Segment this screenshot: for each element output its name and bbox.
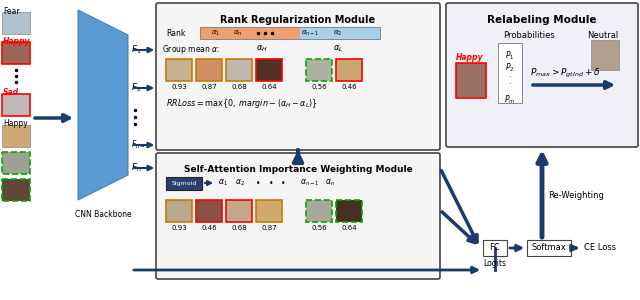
Bar: [256, 200, 282, 222]
Bar: [166, 200, 192, 222]
Text: Re-Weighting: Re-Weighting: [548, 190, 604, 200]
FancyBboxPatch shape: [156, 3, 440, 150]
Text: $\alpha_1$: $\alpha_1$: [218, 178, 228, 188]
Bar: [256, 59, 282, 81]
Bar: [2, 42, 30, 64]
Text: 0.68: 0.68: [231, 225, 247, 231]
Bar: [2, 125, 30, 147]
Bar: [336, 200, 362, 222]
Text: 0.46: 0.46: [341, 84, 357, 90]
Bar: [166, 59, 192, 81]
Bar: [306, 200, 332, 222]
Bar: [2, 12, 30, 34]
Text: CE Loss: CE Loss: [584, 244, 616, 253]
Text: 0.87: 0.87: [261, 225, 277, 231]
Text: $\alpha_L$: $\alpha_L$: [333, 44, 344, 54]
Text: $\alpha_H$: $\alpha_H$: [256, 44, 268, 54]
Text: $F_n$: $F_n$: [131, 162, 142, 174]
Text: $F_2$: $F_2$: [131, 82, 141, 94]
Text: 0.93: 0.93: [171, 84, 187, 90]
Text: Happy: Happy: [3, 37, 31, 46]
Bar: [196, 59, 222, 81]
Text: 0.64: 0.64: [341, 225, 357, 231]
Bar: [196, 200, 222, 222]
Bar: [456, 63, 486, 98]
Bar: [483, 240, 507, 256]
Bar: [306, 59, 332, 81]
Text: Happy: Happy: [3, 119, 28, 128]
Text: FC: FC: [490, 244, 500, 253]
FancyBboxPatch shape: [446, 3, 638, 147]
Bar: [2, 94, 30, 116]
Text: •: •: [269, 178, 273, 188]
Text: Probabilities: Probabilities: [503, 31, 555, 40]
Text: $.$: $.$: [508, 70, 512, 79]
Text: $\alpha_{n-1}$: $\alpha_{n-1}$: [301, 28, 319, 38]
Text: $\alpha_{n-1}$: $\alpha_{n-1}$: [300, 178, 320, 188]
Text: Rank Regularization Module: Rank Regularization Module: [220, 15, 376, 25]
Text: Happy: Happy: [456, 53, 483, 62]
Text: Rank: Rank: [166, 28, 186, 38]
Text: $\alpha_2$: $\alpha_2$: [235, 178, 245, 188]
Text: Group mean $\alpha$:: Group mean $\alpha$:: [162, 43, 220, 56]
Text: $\alpha_1$: $\alpha_1$: [211, 28, 221, 38]
Text: Softmax: Softmax: [532, 244, 566, 253]
Text: $\alpha_2$: $\alpha_2$: [333, 28, 342, 38]
Text: $.$: $.$: [508, 77, 512, 86]
Text: $P_2$: $P_2$: [505, 61, 515, 74]
Text: $\alpha_n$: $\alpha_n$: [234, 28, 243, 38]
Text: 0.68: 0.68: [231, 84, 247, 90]
Bar: [226, 200, 252, 222]
Bar: [300, 27, 380, 39]
Text: 0.56: 0.56: [311, 84, 327, 90]
Text: $P_1$: $P_1$: [505, 49, 515, 61]
Text: Sigmoid: Sigmoid: [172, 181, 196, 186]
Text: Self-Attention Importance Weighting Module: Self-Attention Importance Weighting Modu…: [184, 165, 412, 174]
Polygon shape: [78, 10, 128, 200]
Text: $P_{max}>P_{gtInd}+\delta$: $P_{max}>P_{gtInd}+\delta$: [530, 66, 600, 80]
Text: 0.64: 0.64: [261, 84, 277, 90]
Text: $RRLoss = \max\{0,\ margin - (\alpha_H - \alpha_L)\}$: $RRLoss = \max\{0,\ margin - (\alpha_H -…: [166, 97, 317, 110]
Text: CNN Backbone: CNN Backbone: [75, 210, 131, 219]
Text: Neutral: Neutral: [588, 31, 619, 40]
Text: 0.56: 0.56: [311, 225, 327, 231]
Bar: [527, 240, 571, 256]
Bar: [2, 152, 30, 174]
Bar: [226, 59, 252, 81]
Bar: [200, 27, 380, 39]
Text: 0.87: 0.87: [201, 84, 217, 90]
Text: $P_m$: $P_m$: [504, 93, 516, 106]
Bar: [498, 43, 522, 103]
Bar: [336, 59, 362, 81]
Bar: [591, 40, 619, 70]
Text: •: •: [256, 178, 260, 188]
Text: 0.93: 0.93: [171, 225, 187, 231]
Text: 0.46: 0.46: [201, 225, 217, 231]
Text: $F_1$: $F_1$: [131, 44, 141, 56]
Bar: [2, 179, 30, 201]
Text: $\alpha_n$: $\alpha_n$: [325, 178, 335, 188]
Text: Fear: Fear: [3, 7, 20, 16]
Bar: [166, 177, 202, 190]
FancyBboxPatch shape: [156, 153, 440, 279]
Text: Logits: Logits: [483, 259, 506, 268]
Text: •: •: [281, 178, 285, 188]
Text: $F_{n-1}$: $F_{n-1}$: [131, 139, 150, 151]
Bar: [200, 27, 300, 39]
Text: Relabeling Module: Relabeling Module: [487, 15, 596, 25]
Text: Sad: Sad: [3, 88, 19, 97]
